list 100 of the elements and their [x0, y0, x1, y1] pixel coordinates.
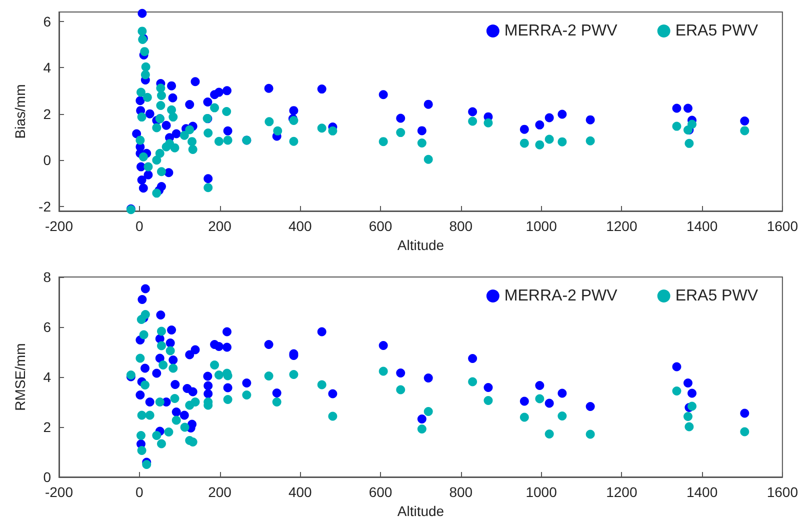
point [317, 380, 326, 390]
point [289, 136, 298, 146]
point [188, 144, 198, 154]
point [152, 368, 162, 378]
point [558, 388, 567, 398]
point [137, 446, 146, 455]
x-tick-label: 1400 [686, 218, 718, 234]
point [672, 362, 682, 372]
point [188, 387, 198, 396]
x-tick-label: 1400 [686, 484, 718, 500]
point [328, 412, 338, 421]
point [188, 137, 197, 146]
legend-label: MERRA-2 PWV [504, 288, 618, 304]
point [520, 396, 529, 406]
point [223, 383, 232, 392]
point [328, 389, 338, 398]
y-tick-label: 4 [43, 60, 52, 76]
x-tick-label: 1600 [766, 218, 798, 234]
point [156, 91, 166, 100]
point [424, 374, 433, 382]
y-tick-label: 6 [43, 13, 52, 30]
x-tick-label: 600 [368, 484, 392, 500]
point [140, 364, 150, 373]
x-tick-label: 1000 [526, 218, 558, 234]
point [204, 128, 213, 138]
y-axis-title: Bias/mm [12, 84, 28, 139]
point [242, 390, 252, 400]
point [172, 408, 181, 416]
point [272, 398, 282, 406]
point [172, 416, 181, 425]
point [317, 124, 326, 133]
point [138, 152, 148, 162]
legend-label: ERA5 PWV [675, 288, 758, 304]
point [167, 326, 176, 334]
point [214, 136, 224, 146]
point [378, 366, 388, 376]
point [688, 120, 696, 129]
point [164, 428, 174, 436]
point [378, 137, 388, 146]
point [535, 394, 544, 404]
point [156, 310, 166, 320]
point [264, 117, 274, 126]
point [142, 92, 152, 102]
point [586, 136, 595, 146]
point [672, 122, 682, 131]
y-tick-label: 6 [43, 319, 52, 335]
point [170, 380, 180, 389]
point [156, 100, 166, 110]
point [170, 394, 180, 403]
point [586, 402, 595, 411]
point [558, 137, 567, 146]
point [136, 390, 145, 400]
point [289, 370, 298, 379]
x-tick-label: 400 [288, 218, 312, 234]
point [144, 162, 153, 172]
x-tick-label: 1200 [606, 484, 638, 500]
point [140, 284, 150, 294]
point [586, 430, 595, 439]
point [740, 427, 750, 436]
point [204, 389, 213, 398]
point [684, 422, 694, 432]
y-tick-label: 2 [43, 106, 52, 122]
x-tick-label: 400 [288, 484, 312, 500]
point [222, 342, 232, 352]
x-axis-title: Altitude [397, 236, 444, 253]
point [142, 460, 152, 469]
point [417, 424, 426, 434]
point [740, 408, 750, 418]
point [417, 138, 426, 148]
point [152, 188, 162, 198]
point [535, 381, 544, 390]
x-axis-title: Altitude [397, 502, 444, 519]
point [152, 431, 162, 440]
point [424, 407, 433, 416]
y-tick-label: -2 [38, 198, 52, 214]
point [424, 154, 433, 164]
x-tick-label: 800 [449, 218, 473, 234]
point [672, 386, 682, 396]
legend-label: ERA5 PWV [675, 22, 758, 40]
y-tick-label: 0 [43, 469, 52, 485]
x-tick-label: 600 [368, 218, 392, 234]
point [468, 377, 478, 386]
x-tick-label: 800 [449, 484, 473, 500]
point [145, 410, 154, 420]
point [520, 412, 529, 422]
point [204, 183, 213, 192]
point [152, 123, 162, 132]
point [468, 354, 478, 363]
point [396, 368, 406, 378]
point [152, 156, 162, 165]
point [396, 128, 406, 138]
point [210, 103, 220, 112]
point [185, 125, 194, 134]
point [684, 138, 694, 148]
point [210, 360, 220, 370]
point [683, 378, 692, 388]
point [544, 398, 554, 408]
point [168, 112, 178, 122]
point [484, 396, 493, 405]
point [185, 350, 194, 360]
